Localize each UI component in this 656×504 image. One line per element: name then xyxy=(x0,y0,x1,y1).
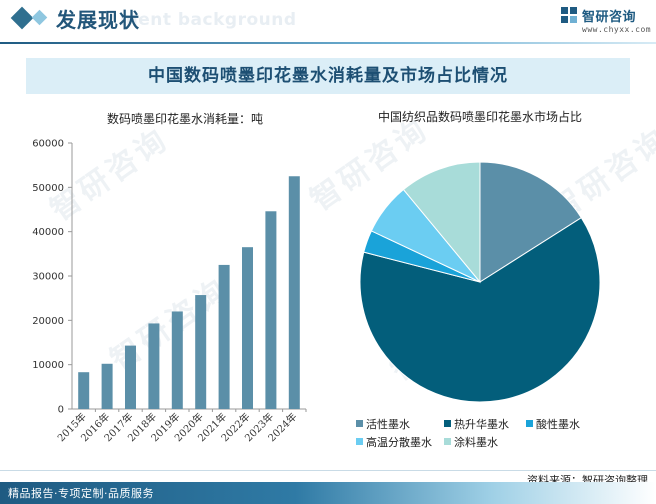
legend-swatch xyxy=(356,438,363,445)
bar xyxy=(78,372,90,409)
bar xyxy=(148,323,160,409)
legend-label: 热升华墨水 xyxy=(454,418,509,431)
logo-url: www.chyxx.com xyxy=(582,25,652,34)
y-tick-label: 40000 xyxy=(32,227,64,238)
header-ghost-text: ment background xyxy=(120,10,297,30)
legend-item: 涂料墨水 xyxy=(444,434,498,450)
bar xyxy=(101,363,113,409)
y-tick-label: 0 xyxy=(58,405,64,416)
banner-title: 中国数码喷墨印花墨水消耗量及市场占比情况 xyxy=(148,66,508,86)
legend-label: 涂料墨水 xyxy=(454,436,498,449)
brand-logo: 智研咨询 www.chyxx.com xyxy=(560,6,656,40)
y-tick-label: 50000 xyxy=(32,183,64,194)
footer-divider xyxy=(0,470,656,471)
bar xyxy=(242,247,253,409)
header-divider xyxy=(0,42,656,44)
logo-name: 智研咨询 xyxy=(582,10,637,25)
legend-swatch xyxy=(356,420,363,427)
y-tick-label: 10000 xyxy=(32,360,64,371)
y-tick-label: 30000 xyxy=(32,272,64,283)
bar xyxy=(265,211,277,409)
legend-swatch xyxy=(526,420,533,427)
pie-chart xyxy=(359,161,601,403)
footer-slogan: 精品报告·专项定制·品质服务 xyxy=(8,487,154,500)
legend-item: 高温分散墨水 xyxy=(356,434,432,450)
legend-item: 活性墨水 xyxy=(356,416,410,432)
legend-item: 热升华墨水 xyxy=(444,416,509,432)
pie-slice xyxy=(402,161,481,284)
bar xyxy=(125,345,136,409)
page-header: ment background 发展现状 智研咨询 www.chyxx.com xyxy=(0,0,656,44)
bar xyxy=(288,176,300,409)
y-tick-label: 20000 xyxy=(32,316,64,327)
title-banner: 中国数码喷墨印花墨水消耗量及市场占比情况 xyxy=(26,58,630,94)
legend-swatch xyxy=(444,438,451,445)
legend-swatch xyxy=(444,420,451,427)
y-tick-label: 60000 xyxy=(32,139,64,150)
bar xyxy=(171,311,183,409)
legend-label: 活性墨水 xyxy=(366,418,410,431)
bar-chart: 01000020000300004000050000600002015年2016… xyxy=(32,139,307,444)
footer-bar xyxy=(0,482,656,504)
bar-chart-title: 数码喷墨印花墨水消耗量：吨 xyxy=(106,112,263,126)
legend-item: 酸性墨水 xyxy=(526,416,580,432)
legend-label: 酸性墨水 xyxy=(536,418,580,431)
pie-slice xyxy=(359,217,601,403)
pie-chart-title: 中国纺织品数码喷墨印花墨水市场占比 xyxy=(377,110,582,124)
pie-slice xyxy=(479,161,583,283)
legend-label: 高温分散墨水 xyxy=(366,436,432,449)
bar xyxy=(218,264,230,409)
logo-icon xyxy=(561,7,577,23)
bar xyxy=(195,295,207,409)
page-title: 发展现状 xyxy=(56,8,140,32)
